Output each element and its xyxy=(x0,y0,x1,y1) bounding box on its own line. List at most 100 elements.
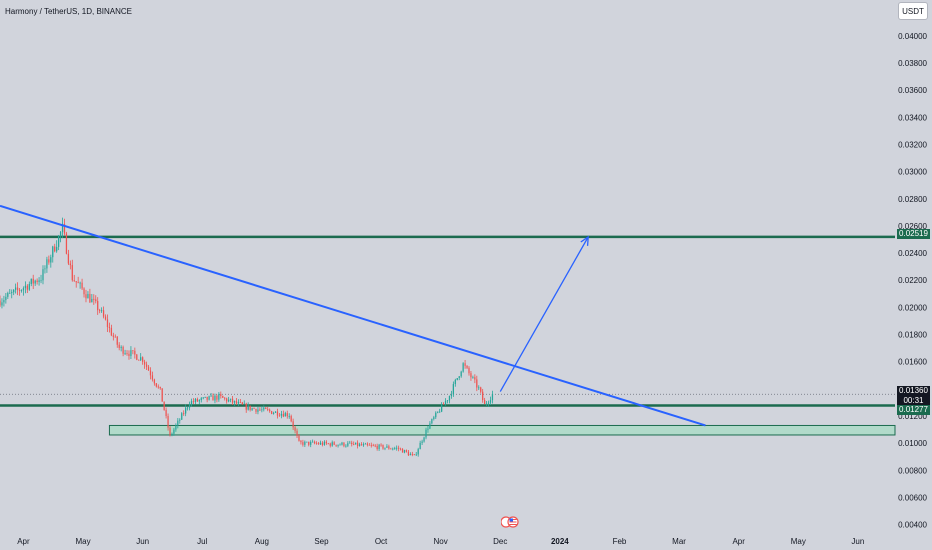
candle-body xyxy=(116,336,118,345)
candle-body xyxy=(231,398,234,403)
candle-body xyxy=(331,442,333,446)
candle-body xyxy=(460,371,462,377)
candle-body xyxy=(487,402,490,404)
candle-body xyxy=(335,444,337,446)
candle-body xyxy=(165,409,167,417)
candle-body xyxy=(243,403,245,405)
currency-button[interactable]: USDT xyxy=(898,2,928,20)
candle-body xyxy=(411,454,413,455)
candle-body xyxy=(97,301,99,311)
candle-body xyxy=(208,396,210,400)
candle-body xyxy=(124,353,126,354)
candle-body xyxy=(474,377,476,380)
candle-body xyxy=(452,384,454,395)
target-price-tag: 0.02519 xyxy=(897,229,930,239)
candle-body xyxy=(212,395,214,401)
candle-body xyxy=(388,446,390,449)
candle-body xyxy=(210,395,212,397)
candle-body xyxy=(470,373,472,378)
time-axis[interactable]: Apr May Jun Jul Aug Sep Oct Nov Dec 2024 Feb Mar Apr… xyxy=(17,537,864,546)
candle-body xyxy=(491,393,494,401)
candle-body xyxy=(386,446,388,448)
candle-body xyxy=(482,391,484,401)
x-tick-label: Sep xyxy=(314,537,329,546)
candle-body xyxy=(122,346,124,354)
candle-body xyxy=(194,398,197,403)
candle-body xyxy=(75,281,77,283)
candle-body xyxy=(95,299,97,302)
y-tick-label: 0.02600 xyxy=(898,222,927,231)
descending-trendline xyxy=(0,204,706,427)
candle-body xyxy=(427,428,429,430)
candle-body xyxy=(48,259,50,263)
candle-body xyxy=(372,445,374,447)
candle-body xyxy=(44,268,46,270)
candle-body xyxy=(126,353,128,354)
candle-body xyxy=(321,442,324,445)
candle-body xyxy=(85,294,87,299)
candle-body xyxy=(349,442,351,444)
candle-body xyxy=(464,363,466,366)
candle-body xyxy=(419,442,421,450)
candle-body xyxy=(323,441,326,445)
candle-body xyxy=(362,444,365,446)
candle-body xyxy=(423,437,425,442)
candle-body xyxy=(120,346,122,348)
candle-body xyxy=(16,287,19,290)
candle-body xyxy=(190,401,193,405)
y-tick-label: 0.03000 xyxy=(898,168,927,177)
candle-body xyxy=(1,302,3,306)
candle-body xyxy=(270,411,273,414)
candle-body xyxy=(370,445,372,447)
candle-body xyxy=(364,443,367,445)
candle-body xyxy=(89,293,91,303)
candle-body xyxy=(140,357,142,361)
candle-body xyxy=(185,407,187,414)
candle-body xyxy=(310,441,312,445)
candle-body xyxy=(226,398,228,402)
candle-body xyxy=(433,417,435,420)
candle-body xyxy=(317,443,320,445)
candle-body xyxy=(448,396,451,401)
candle-body xyxy=(312,441,314,443)
candle-body xyxy=(7,293,9,297)
candle-body xyxy=(65,233,68,254)
candle-body xyxy=(380,444,382,446)
candle-body xyxy=(429,423,431,429)
us-flag-event-icon[interactable] xyxy=(501,516,519,528)
candle-body xyxy=(272,412,275,414)
candle-body xyxy=(292,421,294,428)
candle-body xyxy=(290,416,292,422)
candle-body xyxy=(446,400,449,402)
x-tick-label: May xyxy=(75,537,90,546)
candle-body xyxy=(69,263,71,266)
candle-body xyxy=(437,411,439,413)
candle-body xyxy=(261,409,263,411)
candle-body xyxy=(22,288,25,291)
candles-layer xyxy=(0,217,494,457)
candle-body xyxy=(67,253,70,264)
candle-body xyxy=(241,402,243,405)
x-tick-label: Apr xyxy=(732,537,745,546)
candle-body xyxy=(472,377,474,378)
candle-body xyxy=(218,394,220,400)
candle-body xyxy=(288,416,290,417)
candle-body xyxy=(24,285,27,289)
candle-body xyxy=(87,293,89,299)
candle-countdown: 00:31 xyxy=(903,396,924,405)
candle-body xyxy=(169,427,171,435)
candle-body xyxy=(308,441,310,445)
candle-body xyxy=(102,310,105,317)
candle-body xyxy=(415,454,417,456)
candle-body xyxy=(235,400,238,404)
candle-body xyxy=(353,444,355,445)
y-tick-label: 0.00800 xyxy=(898,466,927,475)
candle-body xyxy=(147,366,150,371)
candle-body xyxy=(304,441,306,445)
y-tick-label: 0.02800 xyxy=(898,195,927,204)
candle-body xyxy=(458,376,460,379)
candle-body xyxy=(216,395,218,400)
candle-body xyxy=(409,454,412,456)
candle-body xyxy=(32,278,34,284)
